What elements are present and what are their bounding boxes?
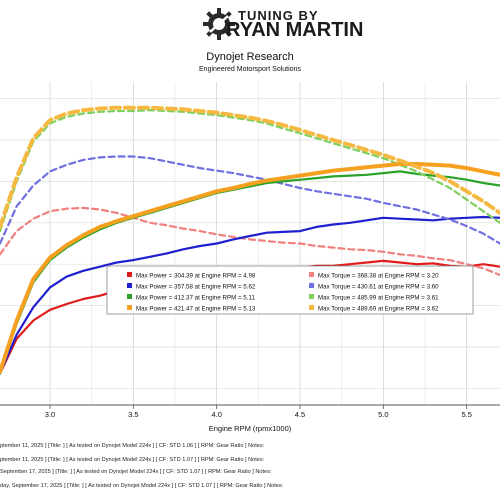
legend-swatch [127, 272, 132, 277]
x-tick-label: 3.5 [128, 410, 139, 419]
legend-entry: Max Power = 412.37 at Engine RPM = 5.11 [136, 295, 255, 302]
series-line [0, 215, 500, 375]
series-line [0, 109, 500, 233]
series-line [0, 155, 500, 245]
x-tick-label: 4.5 [294, 410, 306, 419]
chart-title: Dynojet Research [206, 51, 294, 63]
legend-entry: Max Power = 304.39 at Engine RPM = 4.98 [136, 273, 256, 280]
x-tick-label: 5.5 [461, 410, 472, 419]
x-tick-label: 4.0 [211, 410, 222, 419]
gear-icon [203, 8, 235, 40]
run-note-line: ptember 11, 2025 ] [Title: ] [ As tested… [0, 443, 265, 449]
series-line [0, 105, 500, 229]
brand-line1: TUNING BY [238, 8, 319, 23]
legend-swatch [127, 294, 132, 299]
legend-box [106, 265, 474, 315]
series-line [0, 206, 500, 277]
x-tick-label: 3.0 [44, 410, 56, 419]
legend-entry: Max Torque = 368.38 at Engine RPM = 3.20 [318, 273, 439, 280]
brand-line2: RYAN MARTIN [226, 19, 364, 41]
chart-header: TUNING BY RYAN MARTIN Dynojet Research E… [0, 0, 500, 82]
run-note-line: day, September 17, 2025 ] [Title: ] [ As… [0, 483, 284, 489]
legend-entry: Max Torque = 489.69 at Engine RPM = 3.62 [318, 306, 439, 313]
x-axis-label: Engine RPM (rpmx1000) [208, 424, 292, 433]
legend-entry: Max Torque = 485.99 at Engine RPM = 3.61 [318, 295, 439, 302]
plot-area [0, 82, 500, 405]
legend-swatch [309, 283, 314, 288]
chart-subtitle: Engineered Motorsport Solutions [199, 66, 301, 73]
legend-entry: Max Power = 421.47 at Engine RPM = 5.13 [136, 306, 256, 313]
run-note-line: September 17, 2025 ] [Title: ] [ As test… [0, 469, 272, 475]
legend-swatch [309, 272, 314, 277]
legend-swatch [309, 294, 314, 299]
legend-swatch [309, 305, 314, 310]
legend-swatch [127, 305, 132, 310]
legend-swatch [127, 283, 132, 288]
series-line [0, 162, 500, 374]
legend-entry: Max Torque = 430.61 at Engine RPM = 3.60 [318, 284, 439, 291]
x-tick-label: 5.0 [378, 410, 389, 419]
series-line [0, 170, 500, 375]
run-note-line: ptember 11, 2025 ] [Title: ] [ As tested… [0, 457, 265, 463]
legend-entry: Max Power = 357.58 at Engine RPM = 5.62 [136, 284, 256, 291]
